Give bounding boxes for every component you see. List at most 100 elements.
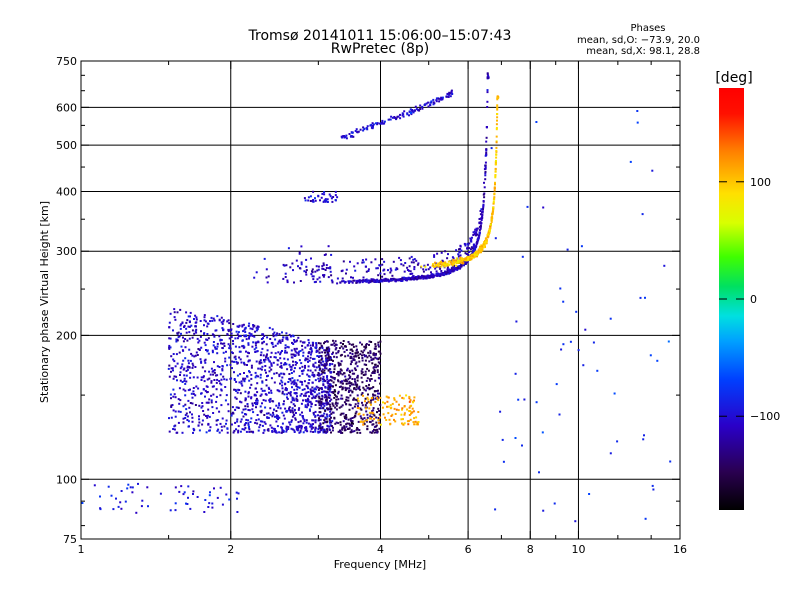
data-point (370, 387, 373, 390)
data-point (284, 351, 286, 354)
data-point (280, 379, 283, 382)
data-point (201, 419, 204, 422)
data-point (189, 359, 192, 362)
data-point (376, 397, 379, 399)
data-point (205, 349, 207, 351)
data-point (294, 418, 297, 421)
data-point (496, 113, 499, 115)
data-point (107, 485, 110, 488)
data-point (331, 353, 334, 355)
data-point (288, 421, 291, 424)
data-point (376, 123, 379, 126)
data-point (491, 210, 494, 213)
data-point (481, 215, 484, 218)
data-point (329, 419, 331, 422)
data-point (342, 343, 344, 345)
data-point (382, 413, 385, 416)
data-point (312, 278, 315, 281)
data-point (211, 349, 214, 352)
data-point (238, 356, 241, 359)
data-point (320, 345, 323, 348)
data-point (353, 378, 356, 381)
data-point (327, 276, 330, 279)
data-point (207, 401, 210, 404)
data-point (337, 370, 340, 373)
data-point (305, 391, 308, 394)
data-point (262, 399, 265, 402)
data-point (175, 340, 178, 343)
data-point (306, 403, 309, 406)
data-point (213, 379, 216, 381)
data-point (332, 339, 334, 342)
data-point (232, 323, 235, 325)
data-point (636, 110, 639, 112)
data-point (277, 340, 280, 343)
data-point (175, 375, 178, 378)
data-point (294, 417, 297, 420)
data-point (470, 238, 473, 241)
data-point (380, 122, 383, 125)
data-point (297, 421, 300, 424)
data-point (251, 328, 254, 331)
data-point (364, 389, 367, 392)
data-point (432, 275, 435, 278)
data-point (343, 429, 346, 432)
data-point (314, 414, 317, 417)
data-point (291, 398, 294, 401)
data-point (422, 277, 425, 280)
data-point (580, 245, 583, 248)
data-point (283, 357, 286, 360)
data-point (370, 378, 373, 380)
data-point (339, 368, 342, 371)
data-point (205, 431, 208, 434)
data-point (441, 96, 444, 99)
data-point (420, 265, 423, 268)
data-point (194, 354, 197, 357)
data-point (256, 399, 259, 402)
data-point (278, 402, 280, 405)
data-point (414, 109, 417, 112)
data-point (302, 369, 305, 372)
data-point (255, 406, 257, 409)
data-point (479, 217, 482, 220)
data-point (321, 426, 324, 429)
data-point (480, 219, 483, 221)
data-point (371, 419, 374, 422)
data-point (494, 183, 496, 186)
data-point (255, 346, 258, 349)
data-point (354, 412, 357, 415)
data-point (488, 230, 491, 233)
data-point (412, 111, 415, 114)
data-point (311, 341, 314, 344)
data-point (448, 93, 450, 96)
data-point (168, 430, 171, 433)
data-point (208, 415, 211, 418)
data-point (301, 415, 304, 418)
data-point (381, 275, 384, 278)
data-point (359, 341, 362, 344)
data-point (198, 339, 201, 342)
data-point (203, 359, 206, 362)
data-point (146, 486, 149, 489)
data-point (352, 422, 354, 425)
data-point (207, 408, 210, 411)
data-point (209, 320, 211, 323)
data-point (236, 420, 239, 423)
data-point (249, 386, 252, 389)
data-point (185, 370, 188, 372)
data-point (371, 410, 374, 413)
data-point (639, 296, 642, 299)
data-point (319, 280, 322, 283)
data-point (291, 334, 294, 337)
data-point (281, 429, 284, 432)
data-point (387, 396, 390, 399)
data-point (253, 276, 256, 279)
data-point (295, 362, 298, 364)
data-point (290, 420, 293, 423)
data-point (291, 409, 294, 412)
data-point (182, 417, 185, 420)
data-point (274, 431, 277, 434)
data-point (555, 383, 558, 386)
data-point (215, 395, 218, 398)
data-point (490, 219, 493, 222)
